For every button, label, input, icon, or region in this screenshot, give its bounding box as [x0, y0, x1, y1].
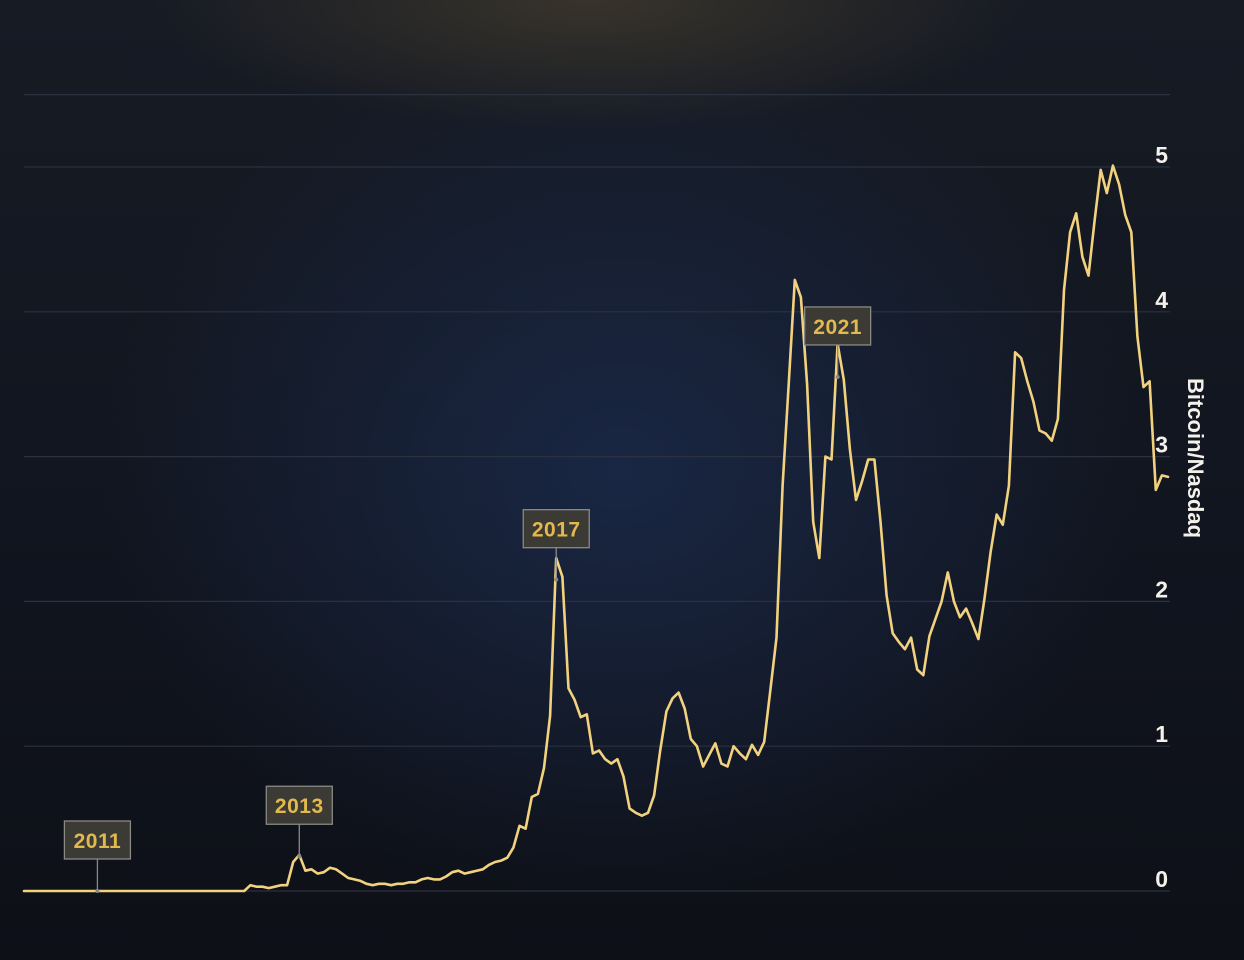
annotation-box [522, 509, 590, 549]
y-axis-ticks: 0 1 2 3 4 5 [1155, 142, 1168, 892]
annotation-point [554, 577, 559, 582]
year-annotations: 2011 2013 2017 2021 [63, 306, 872, 893]
annotation-label: 2013 [275, 795, 324, 818]
annotation-point [95, 889, 100, 893]
annotation-box [265, 785, 333, 825]
y-tick-label: 1 [1155, 721, 1168, 747]
year-annotation: 2017 [522, 509, 590, 582]
annotation-point [835, 374, 840, 379]
annotation-box [63, 820, 132, 860]
y-tick-label: 5 [1155, 142, 1168, 168]
annotation-label: 2021 [813, 316, 862, 339]
annotation-label: 2017 [532, 519, 581, 542]
annotation-point [297, 854, 302, 859]
gridlines [24, 93, 1170, 892]
year-annotation: 2011 [63, 820, 132, 893]
y-tick-label: 3 [1155, 432, 1168, 458]
year-annotation: 2021 [803, 306, 872, 379]
y-axis-title: Bitcoin/Nasdaq [1183, 378, 1208, 538]
annotation-box [803, 306, 872, 346]
y-tick-label: 2 [1155, 576, 1168, 602]
year-annotation: 2013 [265, 785, 333, 859]
annotation-label: 2011 [74, 830, 122, 853]
series-line [22, 164, 1170, 893]
y-tick-label: 0 [1155, 866, 1168, 892]
y-tick-label: 4 [1155, 287, 1168, 313]
